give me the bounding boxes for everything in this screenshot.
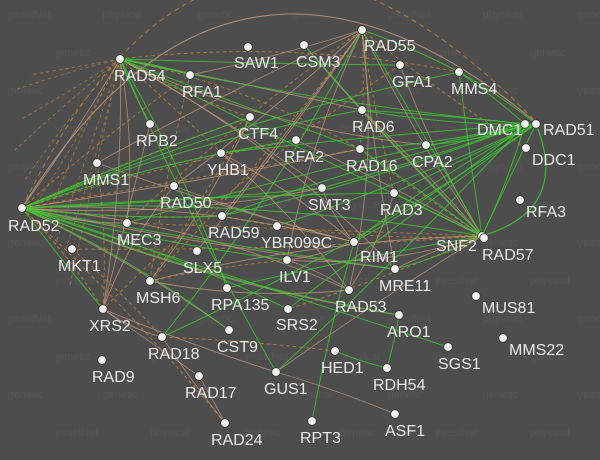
svg-text:genetic: genetic [578, 313, 600, 325]
svg-text:yeastNet: yeastNet [578, 85, 600, 97]
svg-text:yeastNet: yeastNet [388, 9, 431, 21]
svg-text:genetic: genetic [150, 47, 186, 59]
svg-text:genetic: genetic [578, 9, 600, 21]
svg-text:genetic: genetic [55, 351, 91, 363]
svg-text:yeastNet: yeastNet [55, 427, 98, 439]
svg-text:physical: physical [103, 9, 143, 21]
svg-text:genetic: genetic [103, 389, 139, 401]
svg-text:yeastNet: yeastNet [8, 161, 51, 173]
svg-text:genetic: genetic [55, 47, 91, 59]
svg-text:genetic: genetic [8, 237, 44, 249]
svg-text:yeastNet: yeastNet [8, 9, 51, 21]
svg-text:physical: physical [530, 275, 570, 287]
svg-text:genetic: genetic [8, 389, 44, 401]
svg-text:genetic: genetic [578, 161, 600, 173]
svg-text:genetic: genetic [340, 427, 376, 439]
svg-text:physical: physical [530, 427, 570, 439]
svg-text:yeastNet: yeastNet [578, 389, 600, 401]
svg-text:physical: physical [150, 427, 190, 439]
svg-text:genetic: genetic [198, 9, 234, 21]
svg-text:yeastNet: yeastNet [435, 427, 478, 439]
svg-text:physical: physical [483, 9, 523, 21]
svg-text:genetic: genetic [483, 389, 519, 401]
svg-text:genetic: genetic [530, 47, 566, 59]
svg-text:yeastNet: yeastNet [435, 275, 478, 287]
svg-text:yeastNet: yeastNet [578, 237, 600, 249]
svg-text:yeastNet: yeastNet [8, 313, 51, 325]
